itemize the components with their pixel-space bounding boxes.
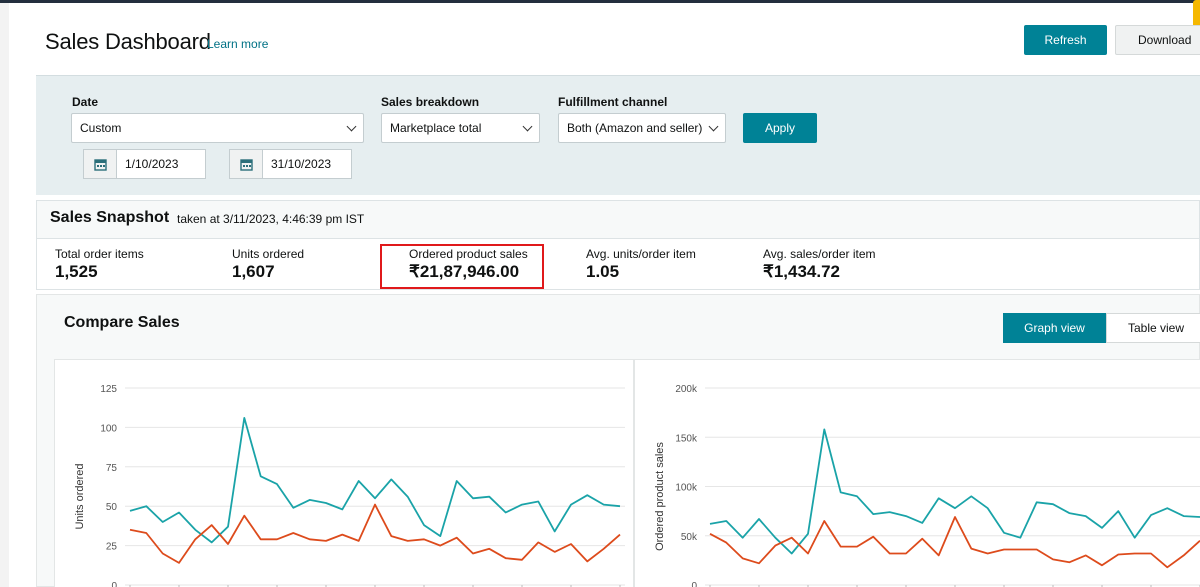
top-bar bbox=[0, 0, 1200, 3]
start-date-input[interactable]: 1/10/2023 bbox=[116, 149, 206, 179]
sales-snapshot-panel: Sales Snapshot taken at 3/11/2023, 4:46:… bbox=[36, 200, 1200, 290]
metric-label: Total order items bbox=[55, 247, 144, 261]
compare-sales-title: Compare Sales bbox=[64, 314, 180, 331]
series-line-teal bbox=[709, 428, 1200, 555]
highlight-box bbox=[380, 244, 544, 289]
download-button[interactable]: Download bbox=[1115, 25, 1200, 55]
sales-breakdown-select[interactable]: Marketplace total bbox=[381, 113, 540, 143]
series-line-teal bbox=[129, 417, 621, 544]
chevron-down-icon bbox=[522, 121, 533, 131]
start-date-field[interactable]: 1/10/2023 bbox=[83, 149, 206, 179]
y-tick-label: 0 bbox=[111, 581, 117, 587]
units-ordered-chart-panel: 0 25 50 75 100 125 Units ordered bbox=[54, 359, 634, 587]
series-line-orange bbox=[709, 516, 1200, 569]
fulfillment-channel-label: Fulfillment channel bbox=[558, 95, 668, 109]
y-tick-label: 150k bbox=[675, 433, 698, 444]
y-axis-label: Units ordered bbox=[74, 463, 86, 529]
corner-tab[interactable] bbox=[1193, 0, 1200, 38]
metric-avg-units-per-order-item: Avg. units/order item 1.05 bbox=[586, 247, 696, 282]
y-tick-label: 50 bbox=[106, 502, 118, 513]
fulfillment-channel-select[interactable]: Both (Amazon and seller) bbox=[558, 113, 726, 143]
table-view-button[interactable]: Table view bbox=[1106, 313, 1200, 343]
apply-button[interactable]: Apply bbox=[743, 113, 817, 143]
filter-panel: Date Custom 1/10/2023 31/10/2023 Sales b… bbox=[36, 75, 1200, 195]
y-tick-label: 100k bbox=[675, 483, 698, 494]
end-date-input[interactable]: 31/10/2023 bbox=[262, 149, 352, 179]
metric-label: Avg. sales/order item bbox=[763, 247, 876, 261]
snapshot-timestamp: taken at 3/11/2023, 4:46:39 pm IST bbox=[177, 212, 365, 226]
y-tick-label: 25 bbox=[106, 542, 118, 553]
metric-units-ordered: Units ordered 1,607 bbox=[232, 247, 304, 282]
metric-label: Units ordered bbox=[232, 247, 305, 261]
date-label: Date bbox=[72, 95, 99, 109]
y-tick-label: 75 bbox=[106, 463, 118, 474]
metric-label: Ordered product sales bbox=[409, 247, 528, 261]
chevron-down-icon bbox=[346, 121, 357, 131]
end-date-field[interactable]: 31/10/2023 bbox=[229, 149, 352, 179]
metric-label: Avg. units/order item bbox=[586, 247, 696, 261]
chevron-down-icon bbox=[708, 121, 719, 131]
y-tick-label: 50k bbox=[681, 532, 698, 543]
series-line-orange bbox=[129, 503, 621, 564]
sales-breakdown-value: Marketplace total bbox=[390, 121, 482, 135]
refresh-button[interactable]: Refresh bbox=[1024, 25, 1107, 55]
units-ordered-chart: 0 25 50 75 100 125 Units ordered bbox=[74, 384, 625, 587]
compare-sales-panel: Compare Sales Graph view Table view 0 25 5… bbox=[36, 294, 1200, 587]
snapshot-title: Sales Snapshot bbox=[50, 209, 170, 226]
metric-value: ₹1,434.72 bbox=[763, 262, 840, 281]
metric-value: 1.05 bbox=[586, 262, 620, 281]
date-select[interactable]: Custom bbox=[71, 113, 364, 143]
fulfillment-channel-value: Both (Amazon and seller) bbox=[567, 121, 703, 135]
calendar-icon[interactable] bbox=[229, 149, 262, 179]
y-tick-label: 100 bbox=[100, 423, 117, 434]
y-axis-label: Ordered product sales bbox=[654, 442, 666, 551]
ordered-product-sales-chart-panel: 0 50k 100k 150k 200k Ordered product sales bbox=[634, 359, 1200, 587]
graph-view-button[interactable]: Graph view bbox=[1003, 313, 1106, 343]
sales-breakdown-label: Sales breakdown bbox=[381, 95, 480, 109]
metric-value: ₹21,87,946.00 bbox=[409, 262, 520, 281]
y-tick-label: 125 bbox=[100, 384, 117, 395]
ordered-product-sales-chart: 0 50k 100k 150k 200k Ordered product sales bbox=[654, 384, 1200, 587]
date-select-value: Custom bbox=[80, 121, 122, 135]
y-tick-label: 200k bbox=[675, 384, 698, 395]
metric-value: 1,525 bbox=[55, 262, 98, 281]
metric-total-order-items: Total order items 1,525 bbox=[55, 247, 144, 282]
left-rail bbox=[0, 3, 9, 587]
y-tick-label: 0 bbox=[691, 581, 697, 587]
metric-avg-sales-per-order-item: Avg. sales/order item ₹1,434.72 bbox=[763, 247, 876, 282]
learn-more-link[interactable]: Learn more bbox=[207, 37, 269, 51]
metric-ordered-product-sales: Ordered product sales ₹21,87,946.00 bbox=[409, 247, 528, 282]
calendar-icon[interactable] bbox=[83, 149, 116, 179]
metric-value: 1,607 bbox=[232, 262, 275, 281]
snapshot-header: Sales Snapshot taken at 3/11/2023, 4:46:… bbox=[37, 201, 1199, 239]
page-title: Sales Dashboard bbox=[45, 29, 211, 54]
